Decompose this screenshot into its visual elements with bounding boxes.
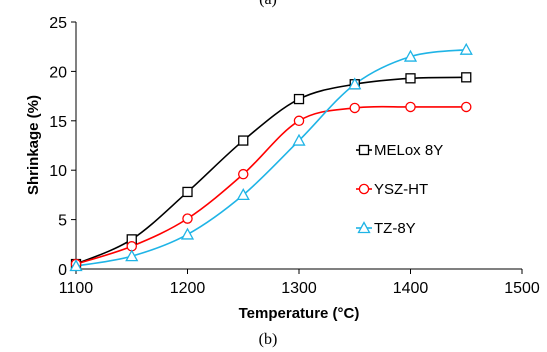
- x-tick-labels: 1100 1200 1300 1400 1500: [59, 269, 540, 297]
- data-point: [238, 135, 249, 146]
- data-point: [182, 186, 193, 198]
- top-caption: (a): [259, 0, 277, 8]
- data-point: [348, 77, 362, 90]
- x-tick-label: 1100: [59, 280, 94, 297]
- y-tick-label: 0: [58, 262, 67, 279]
- data-point: [349, 102, 360, 114]
- data-point: [69, 259, 83, 272]
- x-tick-label: 1400: [393, 280, 429, 297]
- y-tick-label: 5: [58, 213, 67, 230]
- legend-marker: [358, 144, 370, 156]
- x-tick-label: 1200: [170, 280, 206, 297]
- legend-marker: [357, 221, 371, 234]
- data-point: [459, 42, 473, 55]
- x-tick-label: 1500: [504, 280, 540, 297]
- data-point: [237, 168, 249, 180]
- series-line-0: [75, 76, 467, 265]
- legend-label: TZ-8Y: [374, 220, 416, 237]
- data-point: [182, 213, 193, 224]
- data-point: [461, 72, 472, 83]
- y-tick-label: 15: [49, 114, 67, 131]
- legend-marker: [358, 183, 370, 195]
- figure-caption: (b): [259, 331, 278, 348]
- series-line-1: [75, 105, 467, 265]
- legend-label: YSZ-HT: [374, 181, 428, 198]
- data-point: [405, 101, 416, 113]
- series-lines: [75, 48, 467, 267]
- y-tick-label: 10: [49, 163, 67, 180]
- data-point: [180, 227, 195, 240]
- y-tick-label: 25: [49, 15, 67, 32]
- data-point: [236, 188, 250, 201]
- data-point: [292, 133, 306, 146]
- legend-label: MELox 8Y: [374, 142, 443, 159]
- data-point: [125, 249, 139, 262]
- y-tick-label: 20: [49, 64, 67, 81]
- data-point: [403, 49, 418, 62]
- data-point: [460, 101, 472, 113]
- data-point: [293, 93, 305, 105]
- legend: MELox 8Y YSZ-HT TZ-8Y: [356, 142, 443, 237]
- series-markers: [69, 42, 473, 272]
- series-line-2: [75, 48, 467, 267]
- data-point: [405, 73, 416, 84]
- x-axis-title: Temperature (°C): [239, 305, 360, 322]
- y-tick-labels: 0 5 10 15 20 25: [49, 15, 76, 279]
- data-point: [293, 115, 305, 127]
- x-tick-label: 1300: [281, 280, 317, 297]
- y-axis-title: Shrinkage (%): [25, 95, 42, 195]
